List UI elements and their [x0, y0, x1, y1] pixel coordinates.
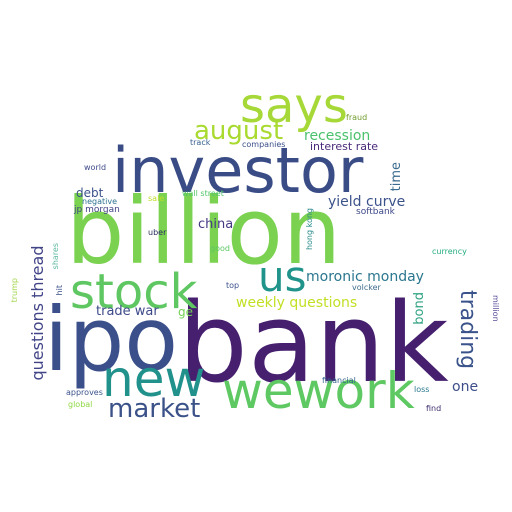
word-august: august	[194, 116, 284, 146]
word-hong-kong: hong kong	[305, 208, 314, 251]
word-softbank: softbank	[356, 207, 395, 217]
word-loss: loss	[414, 385, 430, 394]
word-jp-morgan: jp morgan	[74, 205, 120, 215]
word-companies: companies	[242, 140, 286, 149]
word-time: time	[389, 162, 404, 192]
word-good: good	[210, 244, 230, 253]
word-market: market	[108, 394, 201, 424]
word-says: says	[240, 78, 348, 134]
word-ipo: ipo	[44, 288, 179, 391]
word-shares: shares	[51, 243, 60, 270]
word-trump: trump	[10, 278, 19, 303]
word-yield-curve: yield curve	[328, 194, 406, 210]
word-world: world	[84, 163, 107, 172]
word-approves: approves	[66, 388, 103, 397]
word-bank: bank	[178, 279, 449, 407]
word-wework: wework	[222, 362, 415, 420]
word-one: one	[452, 379, 479, 395]
word-new: new	[102, 350, 206, 408]
word-us: us	[258, 252, 307, 301]
word-weekly-questions: weekly questions	[236, 295, 358, 311]
word-china: china	[198, 217, 234, 232]
word-top: top	[226, 281, 240, 290]
word-moronic-monday: moronic monday	[306, 269, 424, 285]
word-bond: bond	[412, 292, 427, 325]
word-wall-street: wall street	[182, 189, 224, 198]
word-financial: financial	[322, 376, 356, 385]
word-trading: trading	[455, 290, 480, 370]
word-investor: investor	[112, 134, 364, 207]
word-find: find	[426, 404, 442, 413]
word-stock: stock	[70, 264, 198, 320]
word-hit: hit	[55, 285, 64, 296]
word-questions-thread: questions thread	[28, 245, 47, 381]
word-global: global	[68, 400, 93, 409]
word-track: track	[190, 138, 211, 147]
word-interest-rate: interest rate	[310, 140, 379, 153]
word-ge: ge	[178, 305, 193, 319]
word-billion: billion	[66, 178, 342, 285]
word-recession: recession	[304, 128, 371, 144]
word-fraud: fraud	[346, 113, 368, 122]
word-trade-war: trade war	[96, 304, 159, 319]
word-negative: negative	[82, 197, 117, 206]
word-sale: sale	[148, 194, 165, 203]
word-volcker: volcker	[352, 283, 381, 292]
word-debt: debt	[76, 186, 104, 200]
word-million: million	[491, 295, 500, 322]
word-currency: currency	[432, 247, 467, 256]
word-uber: uber	[148, 228, 167, 237]
